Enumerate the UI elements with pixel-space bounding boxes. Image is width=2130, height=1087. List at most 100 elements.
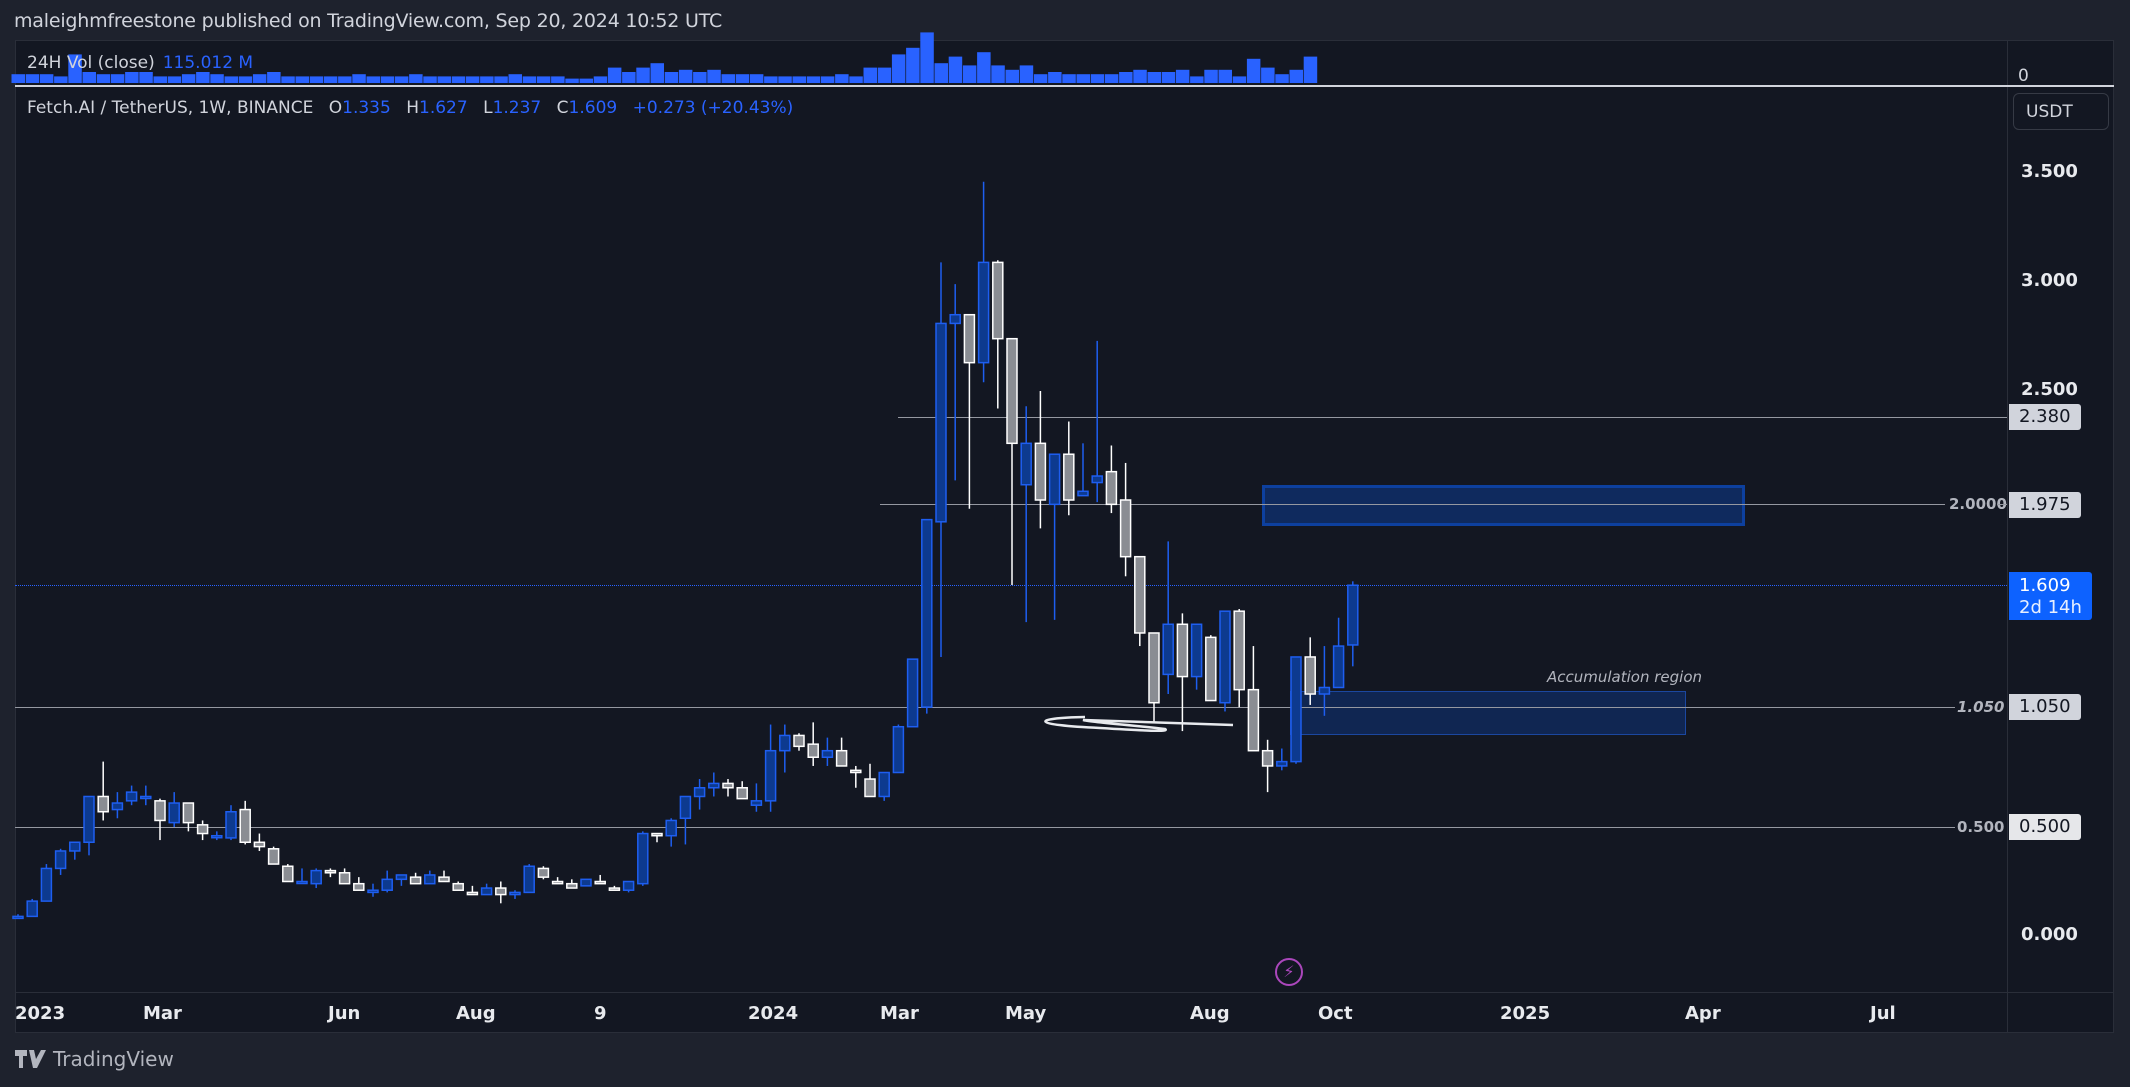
candle[interactable] — [566, 879, 578, 889]
candle[interactable] — [452, 881, 464, 891]
candle[interactable] — [992, 260, 1004, 409]
candle[interactable] — [125, 785, 138, 806]
candle[interactable] — [1006, 337, 1018, 586]
candle[interactable] — [963, 313, 976, 509]
level-line-0500[interactable] — [15, 827, 1955, 828]
candle[interactable] — [1332, 617, 1345, 689]
candle[interactable] — [438, 870, 450, 883]
candle[interactable] — [665, 818, 677, 847]
candle[interactable] — [480, 883, 493, 896]
candle[interactable] — [949, 284, 961, 481]
candle[interactable] — [580, 878, 592, 887]
candle[interactable] — [495, 881, 507, 904]
candle[interactable] — [381, 870, 393, 893]
candle[interactable] — [338, 868, 351, 885]
candle[interactable] — [1034, 391, 1047, 529]
candle[interactable] — [69, 841, 81, 860]
candle[interactable] — [1318, 646, 1331, 716]
candle[interactable] — [1219, 610, 1231, 712]
candle[interactable] — [1048, 453, 1061, 620]
level-line-2000[interactable] — [880, 504, 1945, 505]
candle[interactable] — [750, 783, 763, 812]
candle[interactable] — [83, 795, 95, 856]
candle[interactable] — [12, 914, 24, 920]
candle[interactable] — [1190, 623, 1203, 690]
candle[interactable] — [537, 866, 550, 880]
candle[interactable] — [608, 885, 621, 891]
candle[interactable] — [850, 765, 862, 788]
candle[interactable] — [807, 722, 819, 766]
candle[interactable] — [1162, 541, 1174, 695]
candle[interactable] — [1119, 462, 1132, 577]
candle[interactable] — [282, 864, 294, 883]
candle[interactable] — [864, 763, 876, 798]
chart-frame[interactable] — [15, 40, 2114, 1033]
candle[interactable] — [892, 724, 905, 774]
candle[interactable] — [509, 890, 521, 899]
candle[interactable] — [622, 880, 635, 893]
candle[interactable] — [182, 802, 195, 832]
candle[interactable] — [1261, 739, 1274, 793]
candle[interactable] — [679, 795, 692, 845]
candle[interactable] — [111, 792, 124, 819]
candle[interactable] — [97, 761, 109, 821]
candle[interactable] — [168, 792, 180, 827]
candle[interactable] — [225, 805, 237, 841]
candle[interactable] — [154, 798, 166, 841]
candle[interactable] — [1091, 340, 1103, 503]
volume-pane-separator[interactable] — [15, 85, 2114, 87]
candle[interactable] — [466, 885, 479, 896]
candle[interactable] — [821, 737, 834, 766]
candle[interactable] — [736, 781, 748, 800]
candle[interactable] — [1347, 581, 1359, 667]
candle[interactable] — [523, 864, 535, 894]
candle[interactable] — [1247, 646, 1260, 752]
accumulation-zone-box[interactable] — [1290, 691, 1686, 735]
candle[interactable] — [296, 868, 308, 885]
candle[interactable] — [551, 877, 564, 885]
candle[interactable] — [353, 877, 365, 891]
candle[interactable] — [196, 820, 209, 841]
candle[interactable] — [722, 779, 734, 797]
candle[interactable] — [40, 864, 53, 902]
candle[interactable] — [708, 772, 720, 797]
candle[interactable] — [594, 874, 606, 885]
candle[interactable] — [1276, 748, 1288, 771]
candle[interactable] — [395, 874, 408, 886]
candle[interactable] — [906, 658, 919, 728]
candle[interactable] — [1290, 656, 1302, 764]
symbol-title[interactable]: Fetch.AI / TetherUS, 1W, BINANCE — [27, 98, 314, 118]
accumulation-label[interactable]: Accumulation region — [1547, 668, 1703, 686]
candle[interactable] — [921, 518, 933, 714]
candle[interactable] — [140, 785, 152, 806]
candle[interactable] — [1205, 635, 1217, 702]
candle[interactable] — [835, 737, 848, 767]
candle[interactable] — [1020, 406, 1032, 623]
candle[interactable] — [693, 779, 706, 810]
level-line-2380[interactable] — [898, 417, 2007, 418]
candle[interactable] — [779, 724, 791, 773]
candle[interactable] — [651, 832, 663, 843]
candle[interactable] — [409, 872, 422, 885]
candle[interactable] — [1105, 445, 1118, 514]
candle[interactable] — [253, 833, 266, 851]
candle[interactable] — [310, 868, 322, 889]
candle[interactable] — [1233, 609, 1245, 708]
lightning-event-icon[interactable]: ⚡ — [1275, 958, 1303, 986]
candle[interactable] — [267, 846, 280, 865]
candle[interactable] — [977, 181, 990, 383]
candle[interactable] — [26, 898, 38, 918]
candle[interactable] — [1148, 632, 1160, 723]
candle[interactable] — [211, 831, 223, 841]
candle[interactable] — [1077, 443, 1089, 497]
candle[interactable] — [324, 868, 337, 878]
candle[interactable] — [1304, 637, 1316, 705]
currency-button[interactable]: USDT — [2013, 93, 2109, 130]
candle[interactable] — [935, 262, 947, 657]
tradingview-logo[interactable]: TradingView — [15, 1047, 174, 1071]
candle[interactable] — [1063, 421, 1075, 516]
candle[interactable] — [424, 870, 436, 885]
resistance-zone-box[interactable] — [1262, 485, 1745, 526]
candle[interactable] — [54, 848, 67, 875]
